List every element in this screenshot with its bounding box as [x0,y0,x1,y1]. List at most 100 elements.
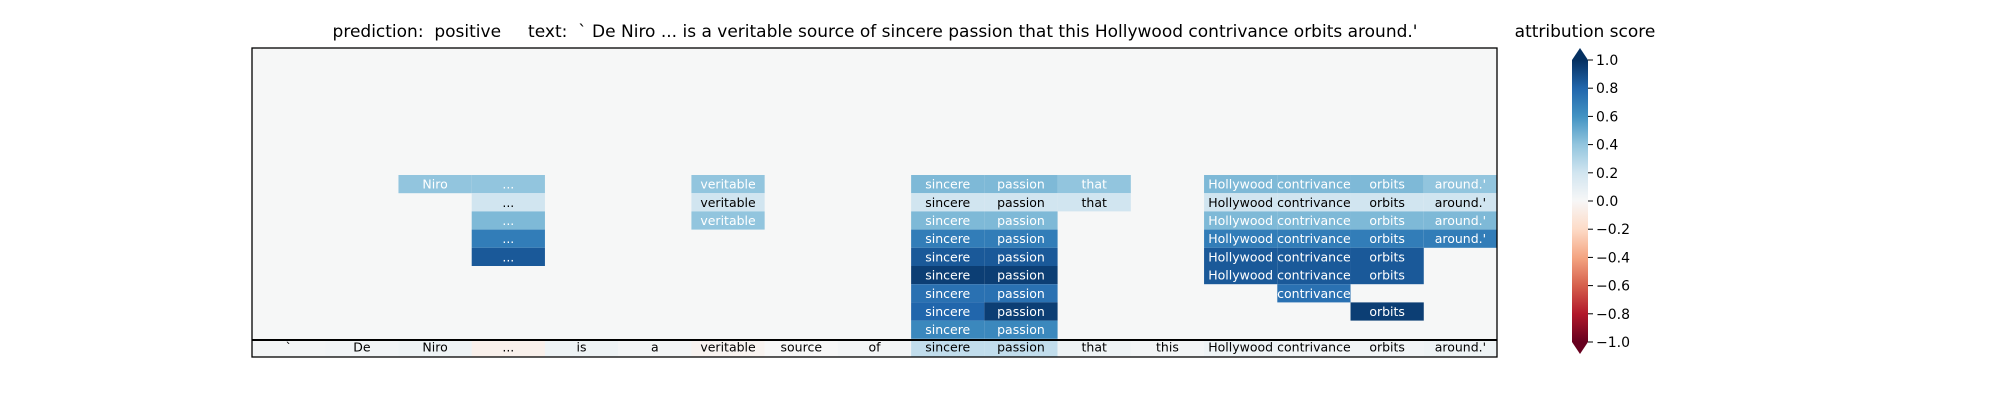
colorbar-tick-label: −0.8 [1596,307,1630,323]
colorbar-tick-label: 0.8 [1596,81,1618,97]
heatmap-cell [471,211,545,230]
heatmap-cell [1350,211,1424,230]
cell-label: passion [997,195,1045,210]
heatmap-cell [1350,229,1424,248]
cell-label: veritable [700,177,756,192]
heatmap-cell [1277,247,1351,266]
cell-label: orbits [1369,231,1405,246]
token-label: ` [285,340,291,355]
bottom-cell [764,340,838,357]
heatmap-cell [984,247,1058,266]
heatmap-cell [1057,193,1131,212]
cell-label: Hollywood [1208,177,1273,192]
bottom-cell [1423,340,1497,357]
heatmap-cell [691,211,765,230]
colorbar-tick-label: 0.2 [1596,166,1618,182]
cell-label: sincere [925,195,970,210]
cell-label: contrivance [1277,268,1351,283]
colorbar-tick-label: −0.6 [1596,279,1630,295]
heatmap-cell [984,175,1058,194]
heatmap-cell [911,175,985,194]
cell-label: passion [997,286,1045,301]
heatmap-cell [1423,229,1497,248]
heatmap-cell [1057,175,1131,194]
cell-label: sincere [925,177,970,192]
token-label: this [1156,340,1179,355]
cell-label: Niro [422,177,447,192]
cell-label: sincere [925,304,970,319]
token-label: passion [997,340,1045,355]
heatmap-cell [1277,284,1351,303]
cell-label: sincere [925,322,970,337]
cell-label: Hollywood [1208,231,1273,246]
bottom-cell [252,340,326,357]
token-label: a [651,340,659,355]
heatmap-cell [1204,247,1278,266]
cell-label: sincere [925,213,970,228]
bottom-cell [618,340,692,357]
token-label: of [868,340,881,355]
colorbar-tick-label: 1.0 [1596,53,1618,69]
cell-label: around.' [1435,213,1486,228]
heatmap-cell [1204,211,1278,230]
cell-label: passion [997,213,1045,228]
heatmap-cell [1423,175,1497,194]
token-label: around.' [1435,340,1486,355]
heatmap-cell [911,320,985,339]
heatmap-cell [1350,175,1424,194]
heatmap-cell [984,211,1058,230]
colorbar-tick-label: 0.4 [1596,138,1618,154]
cell-label: contrivance [1277,177,1351,192]
heatmap-cell [1350,302,1424,321]
heatmap-cell [1277,211,1351,230]
bottom-cell [544,340,619,357]
token-label: source [781,340,823,355]
heatmap-cell [1350,266,1424,285]
heatmap-cell [471,175,545,194]
token-label: sincere [925,340,970,355]
cell-label: orbits [1369,213,1405,228]
bottom-cell [691,340,765,357]
bottom-cell [471,340,545,357]
cell-label: contrivance [1277,231,1351,246]
heatmap-cell [1423,193,1497,212]
cell-label: contrivance [1277,286,1351,301]
token-label: veritable [700,340,756,355]
colorbar-extend-top [1572,48,1588,60]
heatmap-cell [984,320,1058,339]
heatmap-cell [911,302,985,321]
heatmap-cell [1277,175,1351,194]
heatmap-cell [1277,266,1351,285]
heatmap-cell [1350,193,1424,212]
cell-label: orbits [1369,268,1405,283]
bottom-cell [398,340,472,357]
heatmap-cell [984,266,1058,285]
token-label: De [353,340,371,355]
heatmap-cell [911,229,985,248]
heatmap-cell [911,266,985,285]
cell-label: sincere [925,286,970,301]
token-label: contrivance [1277,340,1351,355]
heatmap-cell [691,193,765,212]
cell-label: orbits [1369,177,1405,192]
heatmap-cell [1423,211,1497,230]
bottom-cell [984,340,1058,357]
cell-label: orbits [1369,304,1405,319]
token-label: Niro [422,340,447,355]
cell-label: ... [502,177,514,192]
token-label: Hollywood [1208,340,1273,355]
cell-label: Hollywood [1208,213,1273,228]
heatmap-cell [1204,175,1278,194]
cell-label: veritable [700,213,756,228]
colorbar-extend-bottom [1572,342,1588,354]
heatmap-cell [911,211,985,230]
cell-label: Hollywood [1208,268,1273,283]
cell-label: passion [997,322,1045,337]
chart-title: prediction: positive text: ` De Niro ...… [332,22,1418,42]
cell-label: around.' [1435,177,1486,192]
heatmap-cell [911,193,985,212]
cell-label: sincere [925,268,970,283]
heatmap-cell [471,193,545,212]
cell-label: around.' [1435,231,1486,246]
